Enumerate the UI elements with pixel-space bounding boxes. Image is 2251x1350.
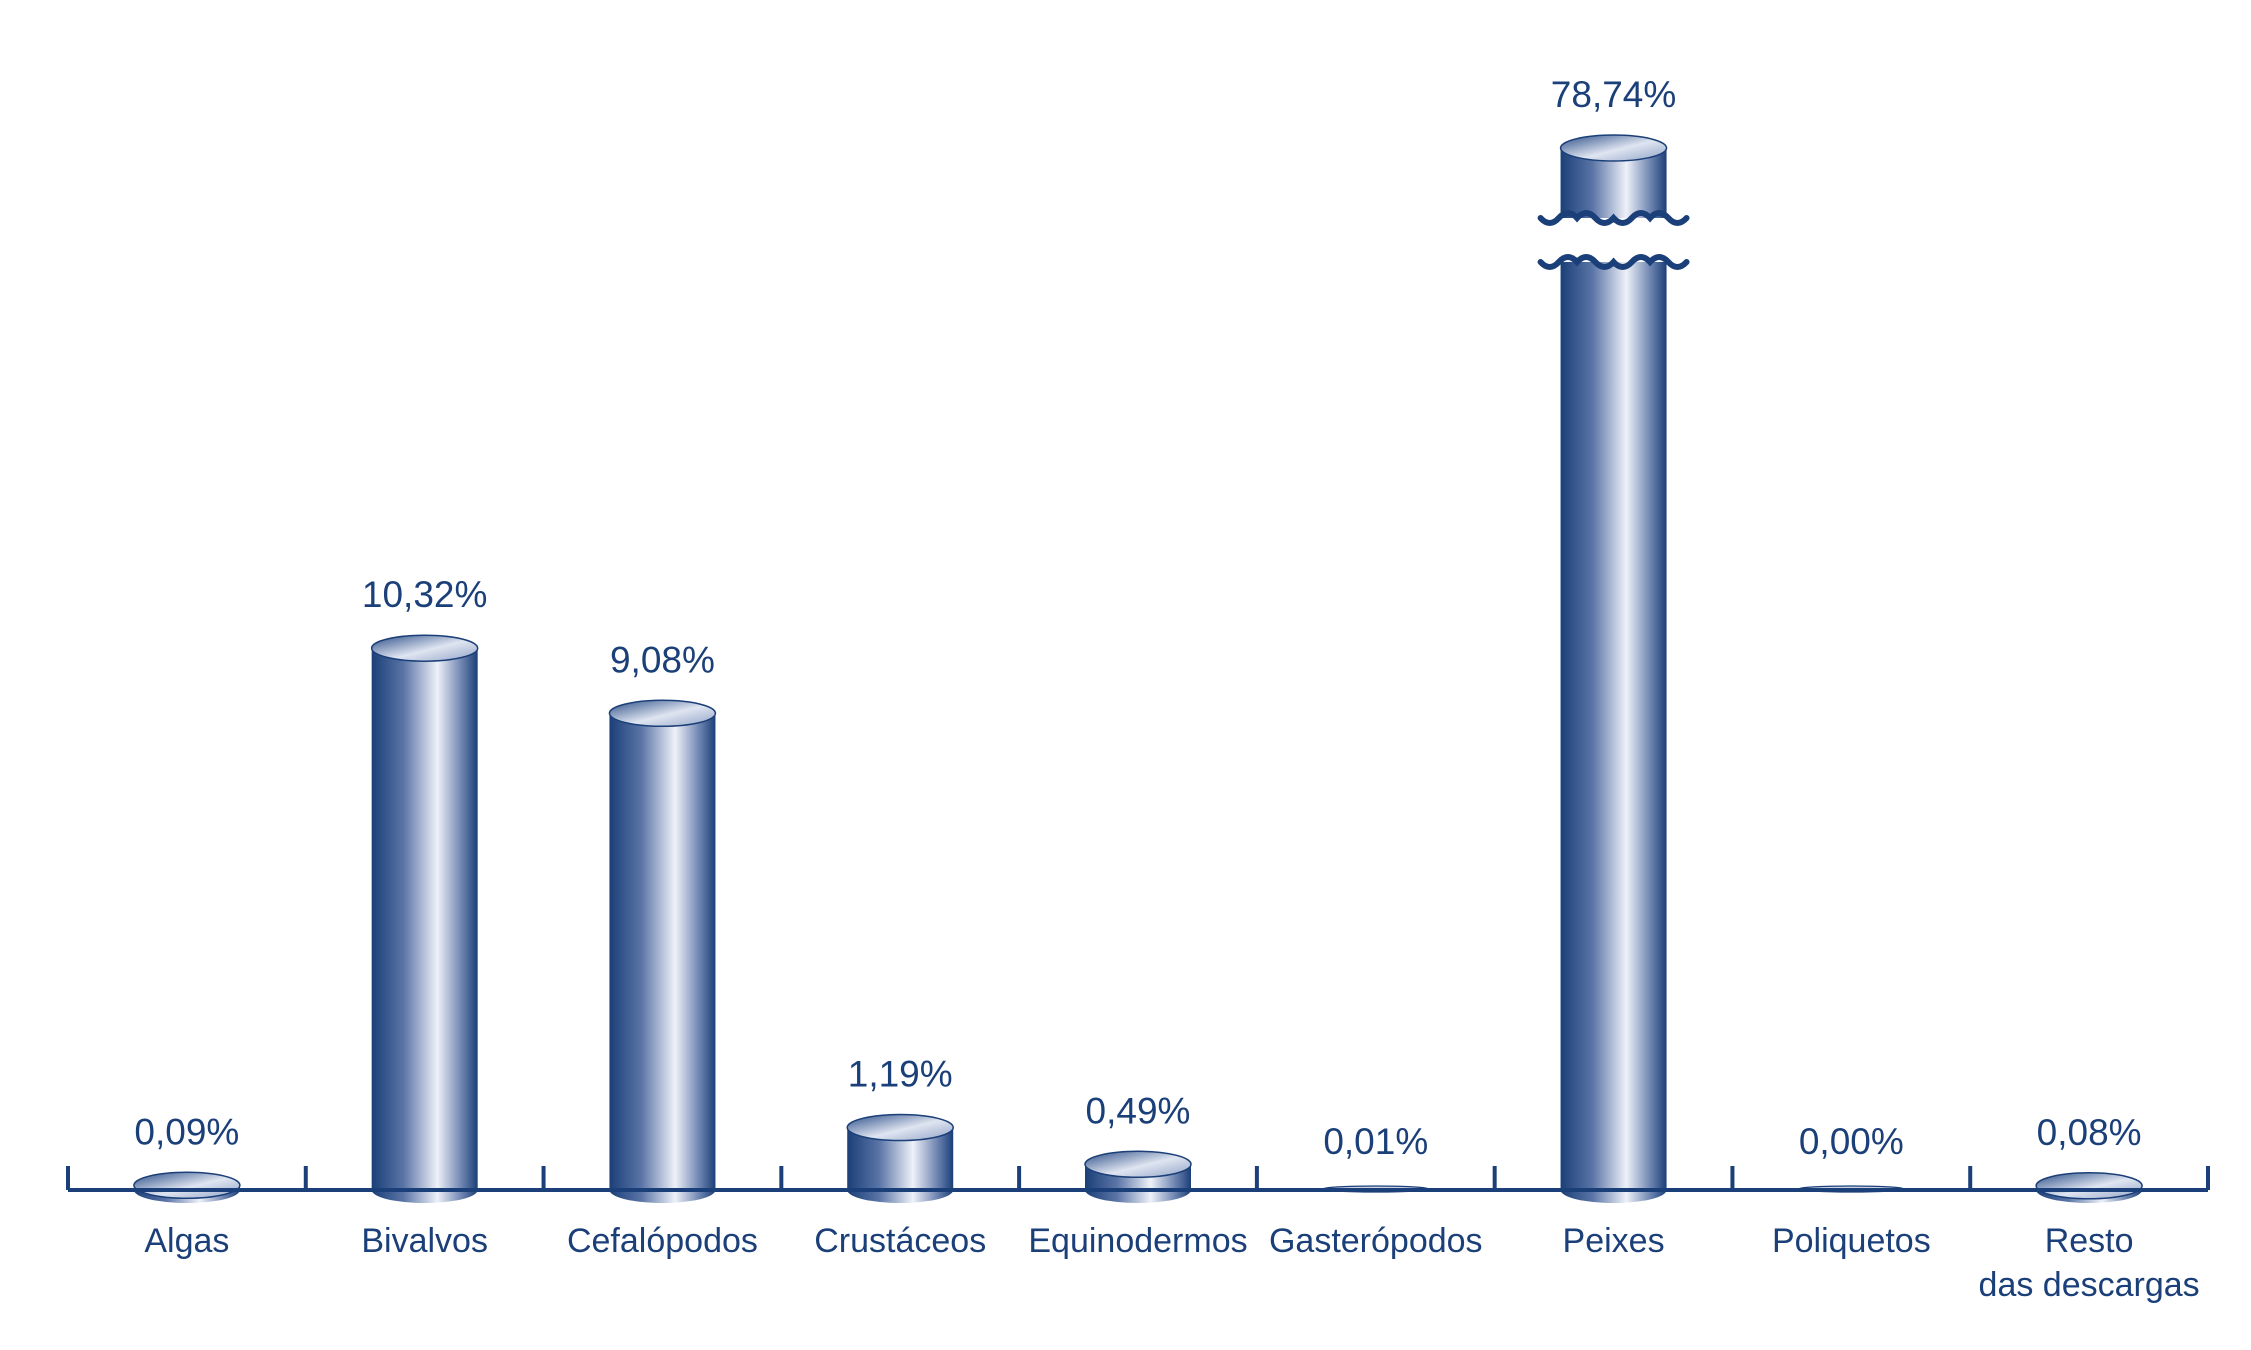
bar-top — [133, 1171, 241, 1200]
axis-break-line — [1537, 254, 1690, 270]
bar-body — [847, 1127, 954, 1204]
data-label-cefalopodos: 9,08% — [610, 639, 715, 680]
bar-body — [609, 713, 716, 1204]
bars-layer — [133, 134, 2143, 1204]
bar-cefalopodos — [608, 699, 717, 1204]
bar-top — [846, 1113, 954, 1142]
category-label-peixes: Peixes — [1563, 1222, 1665, 1260]
bar-resto-das-descargas — [2035, 1172, 2143, 1204]
category-label-cefalopodos: Cefalópodos — [567, 1222, 758, 1260]
bar-crustaceos — [846, 1113, 954, 1204]
category-label-gasteropodos: Gasterópodos — [1269, 1222, 1483, 1260]
bar-top — [370, 634, 479, 662]
bar-equinodermos — [1084, 1150, 1192, 1203]
category-label-resto-das-descargas: das descargas — [1979, 1266, 2200, 1304]
axis-break-line — [1537, 210, 1690, 226]
data-label-equinodermos: 0,49% — [1086, 1090, 1191, 1131]
data-label-resto-das-descargas: 0,08% — [2037, 1112, 2142, 1153]
data-label-bivalvos: 10,32% — [362, 574, 488, 615]
bar-peixes — [1537, 134, 1690, 1204]
bar-body — [371, 648, 478, 1204]
x-axis — [66, 1166, 2210, 1192]
bar-bivalvos — [370, 634, 479, 1204]
bar-top — [1559, 134, 1668, 162]
data-label-poliquetos: 0,00% — [1799, 1121, 1904, 1162]
category-label-algas: Algas — [144, 1222, 229, 1260]
data-label-crustaceos: 1,19% — [848, 1054, 953, 1095]
data-label-gasteropodos: 0,01% — [1323, 1121, 1428, 1162]
bar-top — [2035, 1172, 2143, 1200]
category-label-equinodermos: Equinodermos — [1028, 1222, 1247, 1260]
category-label-resto-das-descargas: Resto — [2045, 1222, 2134, 1260]
bar-top — [1084, 1150, 1192, 1179]
data-label-algas: 0,09% — [134, 1111, 239, 1152]
bar-top — [608, 699, 717, 728]
bar-body — [1560, 148, 1667, 1204]
category-label-crustaceos: Crustáceos — [814, 1222, 986, 1260]
category-label-poliquetos: Poliquetos — [1772, 1222, 1931, 1260]
labels-layer: 0,09% Algas 10,32% Bivalvos 9,08% Cefalópodos… — [134, 74, 2199, 1304]
bar-algas — [133, 1171, 241, 1204]
data-label-peixes: 78,74% — [1551, 74, 1677, 115]
category-label-bivalvos: Bivalvos — [361, 1222, 488, 1260]
